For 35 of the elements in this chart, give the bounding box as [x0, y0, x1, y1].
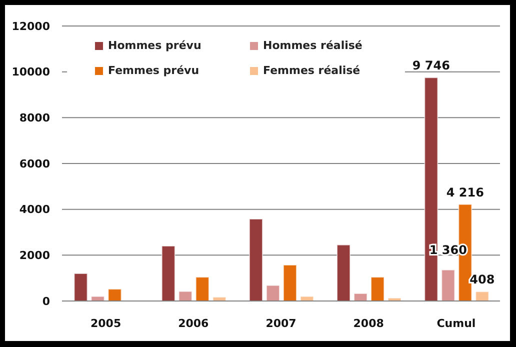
- bar: [248, 218, 263, 301]
- y-tick-label: 8000: [19, 112, 50, 125]
- x-tick-label: 2005: [90, 316, 122, 330]
- bar: [441, 269, 456, 301]
- legend-label: Hommes réalisé: [262, 39, 364, 52]
- bar: [300, 296, 314, 301]
- bar: [212, 296, 226, 301]
- legend-label: Femmes prévu: [107, 64, 200, 77]
- y-tick-label: 2000: [19, 249, 50, 262]
- bar: [178, 290, 192, 301]
- y-tick-label: 6000: [19, 157, 50, 170]
- bar: [370, 276, 385, 301]
- bar: [195, 276, 210, 301]
- x-tick-label: 2008: [353, 316, 384, 330]
- bar: [282, 264, 297, 301]
- y-tick-label: 0: [42, 294, 50, 308]
- bar: [475, 291, 490, 301]
- bar: [424, 77, 438, 301]
- bar: [354, 292, 368, 301]
- bar: [161, 246, 176, 301]
- data-label: 4 216: [446, 185, 484, 200]
- bar: [74, 273, 88, 301]
- y-tick-label: 12000: [12, 20, 50, 33]
- data-label: 9 746: [412, 58, 450, 73]
- bar: [90, 296, 105, 301]
- legend-label: Femmes réalisé: [262, 64, 362, 77]
- bar: [336, 244, 351, 301]
- bar: [108, 288, 122, 301]
- x-tick-label: 2006: [178, 316, 210, 330]
- y-tick-label: 4000: [19, 203, 50, 216]
- bar: [266, 284, 280, 301]
- y-tick-label: 10000: [12, 66, 50, 79]
- x-tick-label: 2007: [266, 316, 296, 330]
- x-tick-label: Cumul: [436, 316, 476, 330]
- legend-label: Hommes prévu: [107, 39, 202, 52]
